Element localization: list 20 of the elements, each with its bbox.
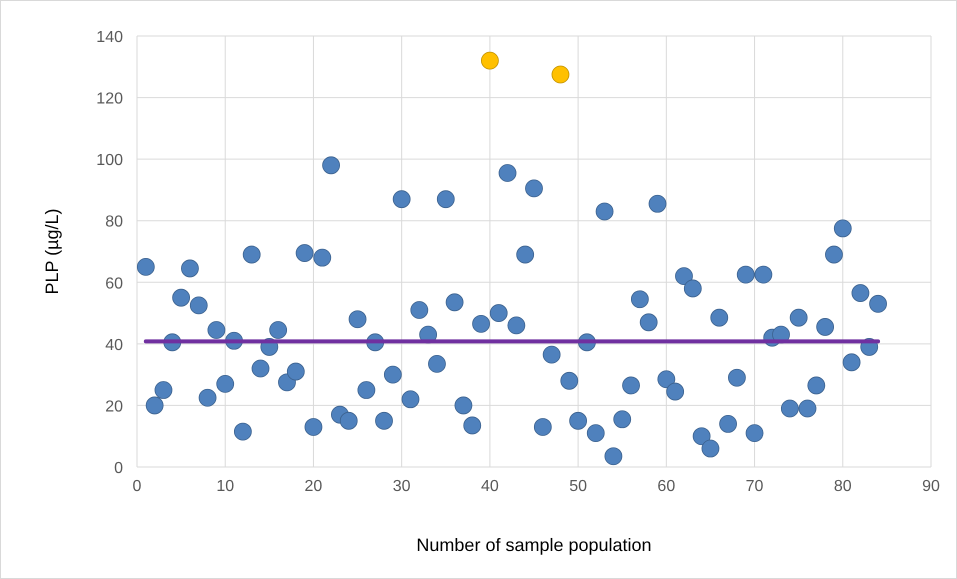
x-tick-label: 30 [392,478,411,495]
y-axis-title: PLP (µg/L) [42,208,62,295]
y-tick-label: 100 [96,152,124,170]
x-tick-label: 20 [304,478,322,495]
x-axis-title: Number of sample population [416,535,652,555]
x-tick-label: 90 [922,478,940,495]
y-tick-label: 20 [105,398,124,416]
y-tick-label: 60 [105,275,124,292]
y-tick-label: 140 [96,29,124,46]
x-tick-label: 40 [480,478,499,495]
x-tick-label: 60 [657,478,676,495]
x-tick-label: 50 [569,478,588,495]
x-tick-label: 0 [132,478,142,495]
y-tick-label: 40 [105,336,124,354]
y-tick-label: 120 [96,90,124,108]
x-tick-label: 70 [746,478,764,495]
y-tick-label: 0 [114,460,124,477]
x-tick-label: 10 [216,478,234,495]
x-tick-label: 80 [834,478,852,495]
y-tick-label: 80 [105,214,124,231]
